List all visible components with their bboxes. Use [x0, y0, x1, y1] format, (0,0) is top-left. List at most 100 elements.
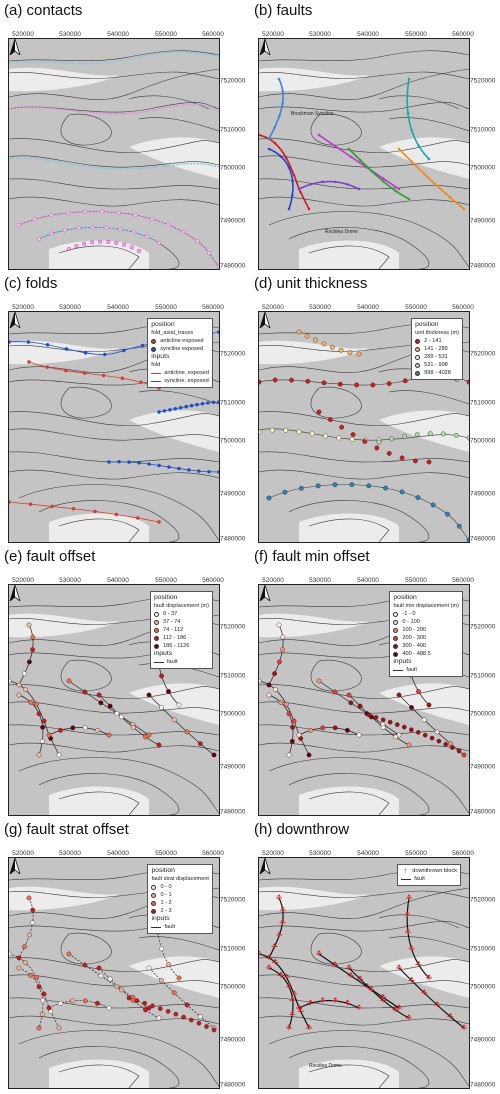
data-point [45, 343, 50, 347]
data-point [165, 222, 170, 227]
north-arrow-icon [259, 39, 271, 55]
color-swatch [393, 619, 399, 625]
y-tick-label: 7490000 [220, 1036, 246, 1044]
contour-line [60, 386, 112, 419]
data-point [347, 350, 353, 355]
data-point [121, 348, 126, 353]
data-point [445, 511, 450, 517]
fault-line [398, 694, 465, 756]
data-point [171, 990, 177, 996]
data-point [435, 184, 439, 188]
data-point [173, 1011, 179, 1017]
legend-label: 112 - 186 [162, 635, 187, 641]
downthrow-arrow [308, 999, 313, 1006]
data-point [196, 1020, 202, 1026]
data-point [383, 485, 388, 491]
data-point [291, 180, 294, 183]
map-legend: position fold_axial_traces anticline expos… [147, 318, 213, 388]
fault-line [318, 134, 400, 190]
contour-line [9, 684, 219, 699]
x-tick-label: 560000 [452, 31, 474, 38]
data-point [417, 144, 420, 147]
data-point [30, 647, 35, 653]
data-point [346, 183, 349, 186]
terrain-layer [9, 323, 219, 542]
data-point [434, 729, 440, 735]
data-point [376, 439, 382, 445]
data-point [66, 210, 71, 215]
data-point [39, 1011, 45, 1017]
downthrow-arrow [259, 950, 261, 956]
legend-position-heading: position [151, 321, 175, 328]
legend-item: syncline exposed [151, 345, 209, 353]
y-tick-label: 7520000 [470, 350, 496, 358]
contour-line [308, 791, 390, 815]
color-swatch [151, 908, 157, 914]
data-point [37, 236, 42, 241]
legend-input-item: syncline, exposed [151, 377, 209, 385]
valley-area [49, 786, 149, 815]
map-frame: position fault displacement (m) 0 - 37 37 -… [8, 584, 220, 816]
data-point [345, 727, 350, 733]
legend-item: anticline exposed [151, 337, 209, 345]
y-tick-label: 7480000 [470, 262, 496, 270]
downthrow-arrow [280, 919, 285, 925]
contour-line [9, 50, 219, 62]
legend-input-item: fault [151, 923, 209, 931]
legend-item: 74 - 112 [153, 626, 209, 634]
data-point [282, 489, 288, 495]
data-point [106, 239, 111, 244]
data-point [22, 687, 28, 692]
contour-line [138, 117, 219, 132]
x-tick-label: 560000 [202, 577, 224, 584]
data-point [195, 239, 200, 244]
x-tick-label: 520000 [262, 850, 284, 857]
data-point [273, 126, 276, 129]
data-point [406, 742, 412, 748]
data-point [28, 700, 34, 705]
data-point [156, 240, 161, 245]
data-point [66, 951, 72, 957]
contour-line [259, 890, 469, 899]
data-point [159, 946, 164, 952]
map-frame: position fault strat displacement 0 - 0 0 -… [8, 857, 220, 1089]
data-point [99, 209, 104, 214]
map-frame [8, 38, 220, 270]
legend-subtitle: unit thickness (m) [415, 330, 459, 336]
valley-area [379, 137, 469, 179]
line-swatch [151, 380, 162, 382]
panel-folds: (c) folds 520000 530000 540000 550000 560000… [2, 275, 245, 545]
data-point [74, 243, 79, 248]
legend-subtitle: fault displacement (m) [153, 603, 209, 609]
data-point [197, 469, 201, 473]
line-swatch [393, 669, 404, 671]
legend-item: 998 - 4028 [415, 369, 459, 377]
data-point [338, 347, 344, 353]
color-swatch [151, 338, 157, 344]
y-tick-label: 7490000 [220, 217, 246, 225]
data-point [131, 230, 136, 235]
legend-label: 186 - 1126 [162, 643, 190, 649]
data-point [9, 500, 11, 504]
panel-title: (d) unit thickness [254, 275, 368, 292]
color-swatch [393, 635, 399, 641]
data-point [269, 427, 275, 433]
contact-line [9, 103, 219, 115]
data-point [188, 1017, 194, 1023]
y-tick-label: 7490000 [470, 490, 496, 498]
data-point [28, 973, 34, 978]
data-point [167, 465, 171, 469]
x-tick-label: 550000 [155, 31, 177, 38]
fault-line [298, 727, 360, 736]
data-point [217, 400, 219, 404]
legend-label: 200 - 300 [402, 635, 427, 641]
data-point [407, 77, 411, 81]
data-point [114, 240, 119, 245]
data-point [267, 147, 271, 151]
data-point [159, 705, 164, 710]
data-point [426, 459, 432, 465]
data-point [397, 187, 401, 191]
downthrow-arrow [405, 911, 410, 918]
data-point [126, 995, 132, 1001]
contour-line [9, 178, 219, 190]
